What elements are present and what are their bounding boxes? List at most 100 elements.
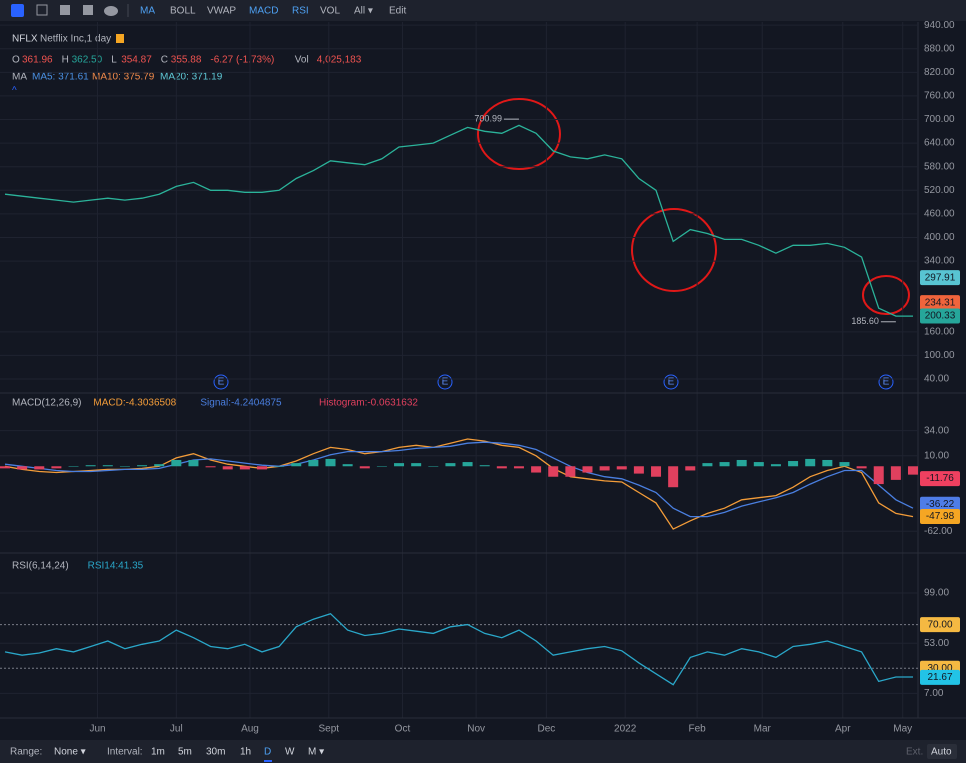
histogram-bar — [274, 466, 285, 467]
toolbar-item[interactable]: Edit — [389, 6, 406, 17]
ma-label: MA — [12, 72, 27, 83]
ohlc-key: L — [111, 55, 117, 66]
price-tag — [920, 509, 960, 525]
highlight-circles — [477, 98, 910, 315]
y-tick-label: 99.00 — [924, 588, 949, 599]
earnings-icon[interactable] — [437, 374, 453, 390]
ohlc-value: -6.27 (-1.73%) — [210, 55, 274, 66]
y-tick-label: 53.00 — [924, 638, 949, 649]
price-tag-label: -36.22 — [926, 499, 955, 510]
x-tick-label: Jun — [89, 724, 105, 735]
x-tick-label: Feb — [689, 724, 707, 735]
y-tick-label: 760.00 — [924, 91, 955, 102]
icon-draw[interactable] — [36, 4, 48, 16]
symbol-name: Netflix Inc,1 day — [40, 34, 111, 45]
x-tick-label: Dec — [537, 724, 555, 735]
legend-entry: MACD:-4.3036508 — [93, 398, 176, 409]
earnings-icon[interactable] — [878, 374, 894, 390]
histogram-bar — [685, 466, 696, 471]
histogram-bar — [822, 459, 833, 467]
earnings-icon[interactable] — [213, 374, 229, 390]
y-tick-label: 7.00 — [924, 688, 944, 699]
y-tick-label: 160.00 — [924, 326, 955, 337]
histogram-bar — [702, 463, 713, 467]
interval-option[interactable]: 1m — [151, 747, 165, 758]
histogram-bar — [376, 466, 387, 467]
toolbar-item[interactable]: All ▾ — [354, 6, 373, 17]
y-tick-label: 580.00 — [924, 161, 955, 172]
toolbar-item[interactable]: VOL — [320, 6, 340, 17]
x-tick-label: Oct — [395, 724, 411, 735]
x-tick-label: May — [893, 724, 912, 735]
collapse[interactable]: ^ — [12, 86, 17, 97]
y-tick-label: 340.00 — [924, 256, 955, 267]
price-tag — [920, 617, 960, 633]
interval-option[interactable]: 5m — [178, 747, 192, 758]
histogram-bar — [753, 462, 764, 467]
ma20: MA20: 371.19 — [160, 72, 223, 83]
ohlc-value: 362.50 — [72, 55, 103, 66]
histogram-bar — [839, 462, 850, 467]
toolbar-item[interactable]: RSI — [292, 6, 309, 17]
y-tick-label: 400.00 — [924, 232, 955, 243]
ohlc-value: 355.88 — [171, 55, 202, 66]
y-tick-label: 700.00 — [924, 114, 955, 125]
icon-chart[interactable] — [11, 4, 24, 17]
x-tick-label: Aug — [241, 724, 259, 735]
earnings-label: E — [442, 377, 449, 388]
ma10: MA10: 375.79 — [92, 72, 155, 83]
legend-entry: Signal:-4.2404875 — [200, 398, 282, 409]
toolbar-item[interactable]: MACD — [249, 6, 278, 17]
histogram-bar — [239, 466, 250, 470]
toolbar-icons — [11, 4, 118, 17]
icon-cloud[interactable] — [104, 6, 118, 16]
histogram-bar — [291, 463, 302, 467]
histogram-bar — [359, 466, 370, 469]
toolbar-item[interactable]: VWAP — [207, 6, 236, 17]
interval-option[interactable]: W — [285, 747, 295, 758]
icon-layout[interactable] — [83, 5, 93, 15]
ohlc-value: 4,025,183 — [317, 55, 362, 66]
histogram-bar — [308, 459, 319, 467]
ohlc-key: Vol — [295, 55, 309, 66]
indicator-title: RSI(6,14,24) — [12, 561, 69, 572]
histogram-bar — [325, 458, 336, 467]
price-tag — [920, 270, 960, 286]
toolbar-item[interactable]: MA — [140, 6, 155, 17]
interval-option[interactable]: 1h — [240, 747, 251, 758]
price-tag-label: 30.00 — [927, 663, 952, 674]
histogram-bar — [633, 466, 644, 474]
y-tick-label: -62.00 — [924, 526, 953, 537]
histogram-bar — [770, 464, 781, 467]
range-value[interactable]: None ▾ — [54, 747, 86, 758]
interval-option[interactable]: 30m — [206, 747, 225, 758]
interval-option[interactable]: M ▾ — [308, 747, 324, 758]
histogram-bar — [137, 465, 148, 467]
ohlc-value: 361.96 — [22, 55, 53, 66]
y-tick-label: 820.00 — [924, 67, 955, 78]
ext-toggle[interactable]: Ext. — [906, 747, 923, 758]
toolbar-item[interactable]: BOLL — [170, 6, 196, 17]
interval-option[interactable]: D — [264, 747, 271, 758]
price-tag-label: 297.91 — [925, 272, 956, 283]
series-line — [4, 438, 914, 530]
histogram-bar — [873, 466, 884, 485]
histogram-bar — [411, 463, 422, 467]
histogram-bar — [651, 466, 662, 477]
annotation-label: 700.99 — [474, 113, 502, 123]
histogram-bar — [256, 466, 267, 470]
y-tick-label: 40.00 — [924, 374, 949, 385]
earnings-markers: E E E E — [213, 374, 894, 390]
histogram-bar — [154, 464, 165, 467]
histogram-bar — [428, 466, 439, 467]
histogram-bar — [102, 465, 113, 467]
histogram-bar — [85, 465, 96, 467]
histogram-bar — [34, 466, 45, 470]
histogram-bar — [531, 466, 542, 473]
y-tick-label: 460.00 — [924, 209, 955, 220]
icon-compare[interactable] — [60, 5, 70, 15]
auto-toggle[interactable]: Auto — [931, 747, 952, 758]
earnings-icon[interactable] — [663, 374, 679, 390]
earnings-label: E — [218, 377, 225, 388]
